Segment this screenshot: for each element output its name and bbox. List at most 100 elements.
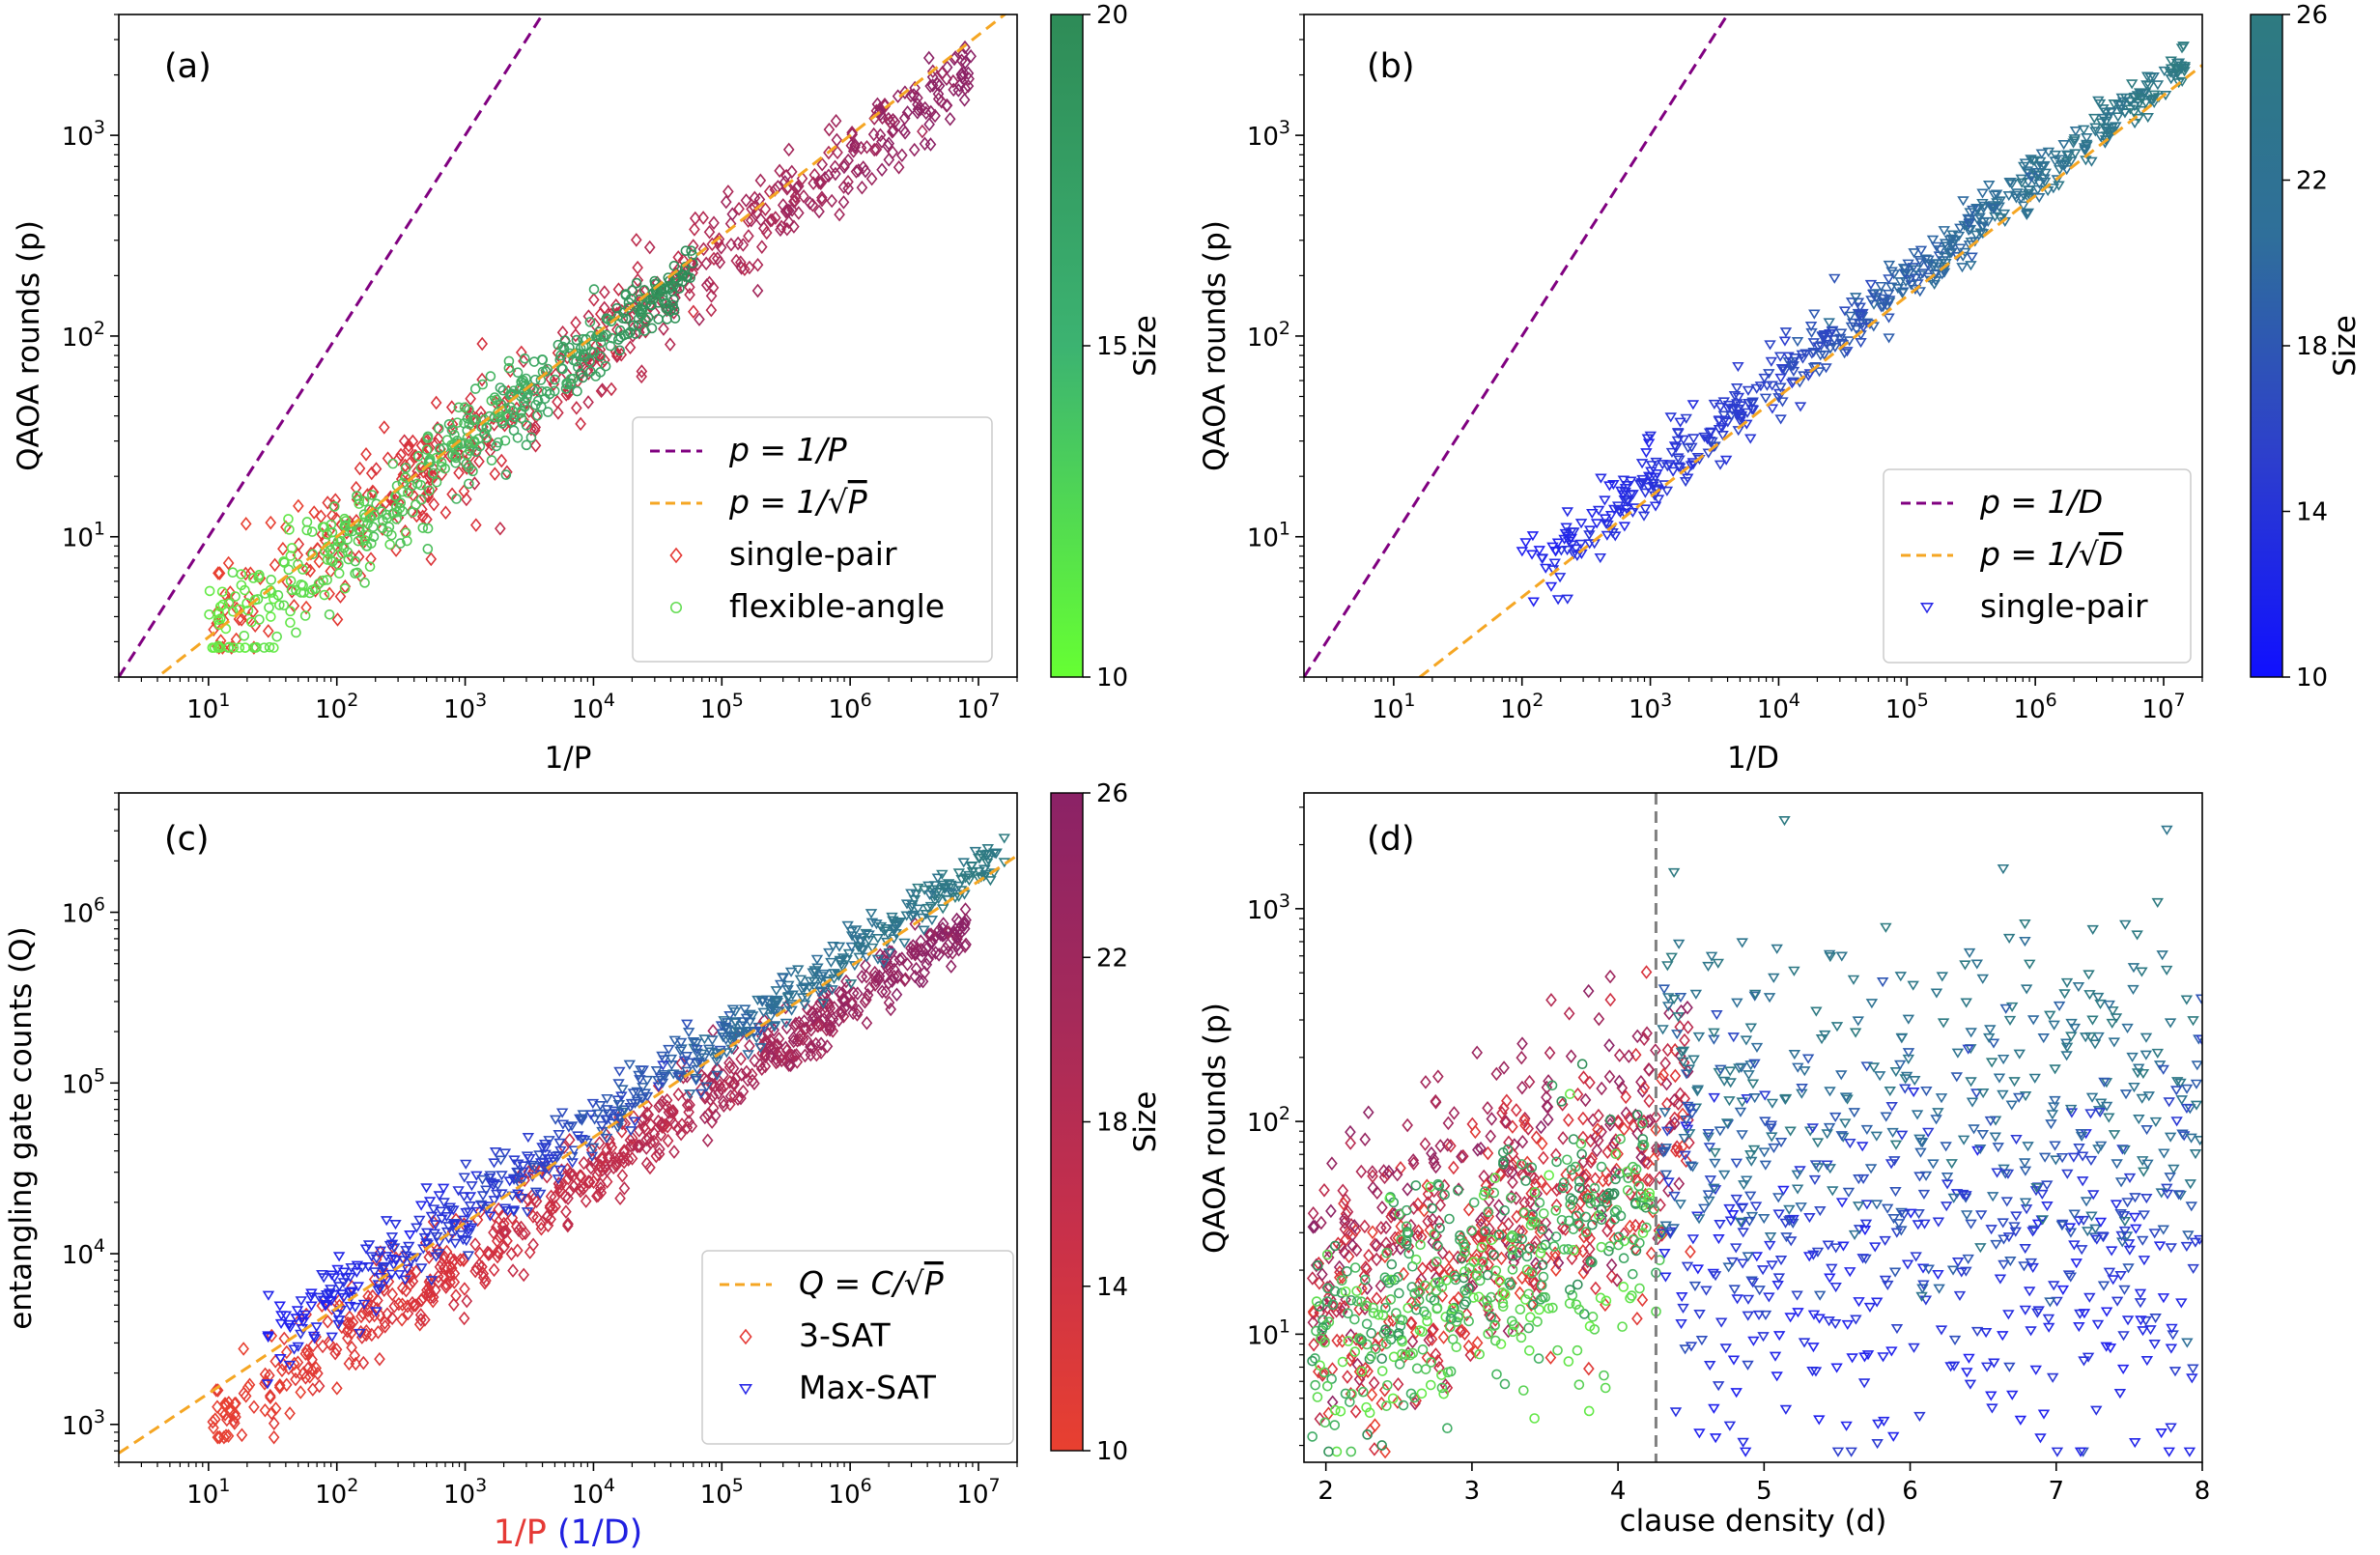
data-point-circle bbox=[364, 512, 376, 523]
data-point-diamond bbox=[1462, 1339, 1475, 1354]
data-point-circle bbox=[434, 443, 445, 454]
data-point-circle bbox=[1489, 1335, 1501, 1346]
data-point-triangle bbox=[2122, 1239, 2136, 1250]
data-point-triangle bbox=[1568, 550, 1580, 560]
data-point-triangle bbox=[337, 1292, 350, 1304]
data-point-diamond bbox=[1343, 1249, 1355, 1264]
data-point-triangle bbox=[1711, 1010, 1723, 1021]
data-point-diamond bbox=[1587, 1113, 1599, 1128]
data-point-triangle bbox=[1712, 958, 1725, 969]
data-point-triangle bbox=[1658, 1146, 1672, 1157]
data-point-circle bbox=[1329, 1420, 1341, 1430]
data-point-diamond bbox=[740, 193, 752, 208]
data-point-circle bbox=[1442, 1367, 1454, 1378]
data-point-diamond bbox=[262, 624, 274, 638]
legend-label: flexible-angle bbox=[729, 587, 945, 625]
data-point-triangle bbox=[1786, 379, 1799, 389]
data-point-circle bbox=[1434, 1277, 1445, 1287]
data-point-circle bbox=[1583, 1405, 1595, 1417]
data-point-triangle bbox=[413, 1215, 426, 1226]
data-point-diamond bbox=[212, 566, 224, 580]
tick-label: 105 bbox=[62, 1064, 105, 1099]
data-point-triangle bbox=[1766, 381, 1778, 391]
data-point-circle bbox=[412, 451, 424, 462]
data-point-diamond bbox=[698, 1110, 711, 1125]
data-point-diamond bbox=[1314, 1305, 1326, 1320]
data-point-diamond bbox=[785, 164, 798, 180]
data-point-triangle bbox=[2157, 1293, 2170, 1304]
data-point-triangle bbox=[827, 941, 839, 952]
tick-label: 102 bbox=[62, 318, 105, 353]
data-point-triangle bbox=[691, 1045, 703, 1056]
tick-label: 103 bbox=[62, 1406, 105, 1441]
data-point-triangle bbox=[1960, 1191, 1972, 1202]
data-point-diamond bbox=[919, 965, 931, 980]
data-point-diamond bbox=[735, 1067, 748, 1082]
data-point-triangle bbox=[2186, 1373, 2198, 1384]
data-point-diamond bbox=[363, 1309, 376, 1324]
data-point-diamond bbox=[489, 466, 501, 481]
data-point-triangle bbox=[657, 1060, 669, 1071]
data-point-diamond bbox=[299, 1371, 312, 1385]
data-point-triangle bbox=[2078, 125, 2090, 135]
data-point-triangle bbox=[817, 999, 830, 1009]
data-point-diamond bbox=[870, 142, 883, 157]
data-point-triangle bbox=[2002, 1232, 2016, 1243]
data-point-circle bbox=[1526, 1267, 1538, 1279]
data-point-triangle bbox=[768, 1022, 780, 1032]
data-point-diamond bbox=[1604, 992, 1617, 1007]
data-point-triangle bbox=[2064, 1228, 2078, 1238]
data-point-diamond bbox=[1648, 1151, 1659, 1167]
data-point-circle bbox=[1402, 1227, 1413, 1237]
data-point-triangle bbox=[458, 1173, 470, 1183]
data-point-diamond bbox=[290, 1365, 302, 1379]
data-point-triangle bbox=[1742, 1360, 1754, 1371]
data-point-diamond bbox=[346, 1340, 357, 1355]
data-point-diamond bbox=[681, 1089, 694, 1104]
data-point-diamond bbox=[898, 111, 911, 126]
data-point-circle bbox=[353, 535, 364, 547]
data-point-diamond bbox=[963, 71, 975, 86]
data-point-triangle bbox=[385, 1269, 398, 1280]
data-point-diamond bbox=[861, 1015, 873, 1031]
data-point-triangle bbox=[1736, 1130, 1748, 1141]
data-point-triangle bbox=[333, 1282, 346, 1292]
data-point-diamond bbox=[937, 917, 949, 931]
data-point-diamond bbox=[1374, 1221, 1387, 1235]
data-point-circle bbox=[1573, 1304, 1585, 1315]
data-point-triangle bbox=[1903, 275, 1916, 286]
data-point-triangle bbox=[2110, 1200, 2123, 1210]
data-point-triangle bbox=[1750, 1042, 1764, 1053]
data-point-triangle bbox=[2139, 1032, 2153, 1043]
data-point-diamond bbox=[718, 1094, 729, 1110]
data-point-triangle bbox=[612, 1079, 625, 1089]
data-point-triangle bbox=[1945, 234, 1959, 244]
reference-line bbox=[119, 14, 545, 677]
data-point-diamond bbox=[885, 1002, 897, 1017]
tick-label: 103 bbox=[62, 117, 105, 152]
data-point-diamond bbox=[316, 526, 328, 542]
data-point-triangle bbox=[1860, 1061, 1873, 1072]
data-point-triangle bbox=[261, 1379, 274, 1390]
data-point-triangle bbox=[898, 938, 911, 948]
data-point-triangle bbox=[925, 916, 939, 926]
data-point-circle bbox=[1490, 1265, 1502, 1276]
data-point-diamond bbox=[886, 974, 898, 988]
data-point-circle bbox=[1628, 1161, 1638, 1173]
data-point-triangle bbox=[1914, 1147, 1927, 1158]
data-point-diamond bbox=[684, 1097, 695, 1113]
data-point-triangle bbox=[1980, 1362, 1994, 1372]
data-point-circle bbox=[1507, 1230, 1518, 1241]
data-point-diamond bbox=[737, 1084, 750, 1099]
data-point-triangle bbox=[1872, 1419, 1884, 1429]
data-point-triangle bbox=[1902, 1054, 1915, 1064]
data-point-diamond bbox=[573, 1182, 585, 1197]
data-point-circle bbox=[1563, 1244, 1573, 1255]
data-point-triangle bbox=[1671, 1030, 1684, 1040]
data-point-circle bbox=[459, 402, 470, 413]
data-point-triangle bbox=[1799, 349, 1812, 359]
data-point-diamond bbox=[1345, 1124, 1356, 1140]
data-point-diamond bbox=[641, 1106, 653, 1120]
